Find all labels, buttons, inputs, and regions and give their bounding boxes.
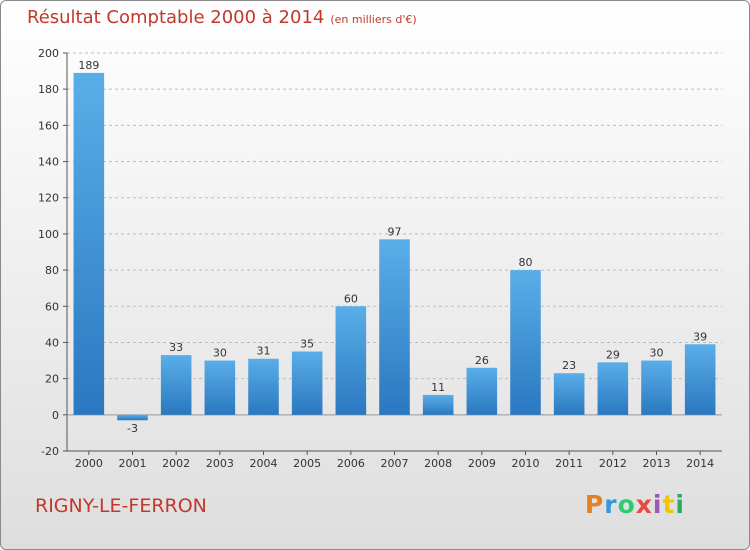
- value-label-2010: 80: [519, 256, 533, 269]
- y-tick-label: 180: [38, 83, 59, 96]
- x-tick-label-2009: 2009: [468, 457, 496, 470]
- x-tick-label-2008: 2008: [424, 457, 452, 470]
- value-label-2006: 60: [344, 292, 358, 305]
- y-tick-label: 160: [38, 119, 59, 132]
- bar-2009: [466, 367, 498, 415]
- y-tick-label: 200: [38, 47, 59, 60]
- value-label-2013: 30: [650, 347, 664, 360]
- bar-2014: [684, 344, 716, 415]
- bar-2013: [641, 360, 672, 415]
- logo-letter: t: [662, 490, 676, 519]
- bar-2004: [248, 358, 279, 415]
- value-label-2011: 23: [562, 359, 576, 372]
- chart-title: Résultat Comptable 2000 à 2014 (en millie…: [27, 7, 417, 28]
- logo-letter: i: [652, 490, 663, 519]
- y-tick-label: 100: [38, 228, 59, 241]
- x-tick-label-2002: 2002: [162, 457, 190, 470]
- x-tick-label-2010: 2010: [512, 457, 540, 470]
- bar-2001: [117, 414, 148, 421]
- bar-2006: [335, 306, 367, 415]
- chart-title-text: Résultat Comptable 2000 à 2014: [27, 7, 325, 28]
- value-label-2000: 189: [78, 59, 99, 72]
- x-tick-label-2003: 2003: [206, 457, 234, 470]
- bar-2008: [422, 394, 454, 415]
- chart-subtitle: (en milliers d'€): [330, 13, 417, 26]
- x-tick-label-2013: 2013: [643, 457, 671, 470]
- value-label-2005: 35: [300, 338, 314, 351]
- logo-letter: x: [635, 490, 653, 519]
- x-tick-label-2014: 2014: [686, 457, 714, 470]
- value-label-2003: 30: [213, 347, 227, 360]
- y-tick-label: 0: [52, 409, 59, 422]
- bar-2000: [73, 72, 105, 415]
- y-tick-label: 140: [38, 156, 59, 169]
- bar-2011: [553, 373, 585, 415]
- bar-2007: [379, 239, 410, 415]
- value-label-2007: 97: [388, 225, 402, 238]
- value-label-2009: 26: [475, 354, 489, 367]
- bar-2005: [291, 351, 323, 415]
- x-tick-label-2000: 2000: [75, 457, 103, 470]
- x-tick-label-2007: 2007: [381, 457, 409, 470]
- commune-name: RIGNY-LE-FERRON: [35, 495, 207, 517]
- value-label-2004: 31: [257, 345, 271, 358]
- x-tick-label-2004: 2004: [250, 457, 278, 470]
- logo-letter: i: [675, 490, 685, 519]
- x-tick-label-2001: 2001: [119, 457, 147, 470]
- x-tick-label-2011: 2011: [555, 457, 583, 470]
- logo-letter: P: [584, 490, 605, 519]
- logo-letter: o: [617, 490, 636, 519]
- bar-2012: [597, 362, 629, 415]
- value-label-2008: 11: [431, 381, 445, 394]
- x-tick-label-2006: 2006: [337, 457, 365, 470]
- y-tick-label: -20: [41, 445, 59, 458]
- bar-2010: [510, 270, 541, 415]
- value-label-2012: 29: [606, 348, 620, 361]
- value-label-2014: 39: [693, 330, 707, 343]
- bar-2002: [160, 355, 192, 415]
- x-tick-label-2005: 2005: [293, 457, 321, 470]
- bar-2003: [204, 360, 236, 415]
- y-tick-label: 20: [45, 373, 59, 386]
- y-tick-label: 40: [45, 336, 59, 349]
- value-label-2002: 33: [169, 341, 183, 354]
- y-tick-label: 80: [45, 264, 59, 277]
- value-label-2001: -3: [127, 422, 138, 435]
- y-tick-label: 120: [38, 192, 59, 205]
- x-tick-label-2012: 2012: [599, 457, 627, 470]
- logo-letter: r: [604, 490, 618, 519]
- proxiti-logo: Proxiti: [585, 490, 685, 519]
- y-tick-label: 60: [45, 300, 59, 313]
